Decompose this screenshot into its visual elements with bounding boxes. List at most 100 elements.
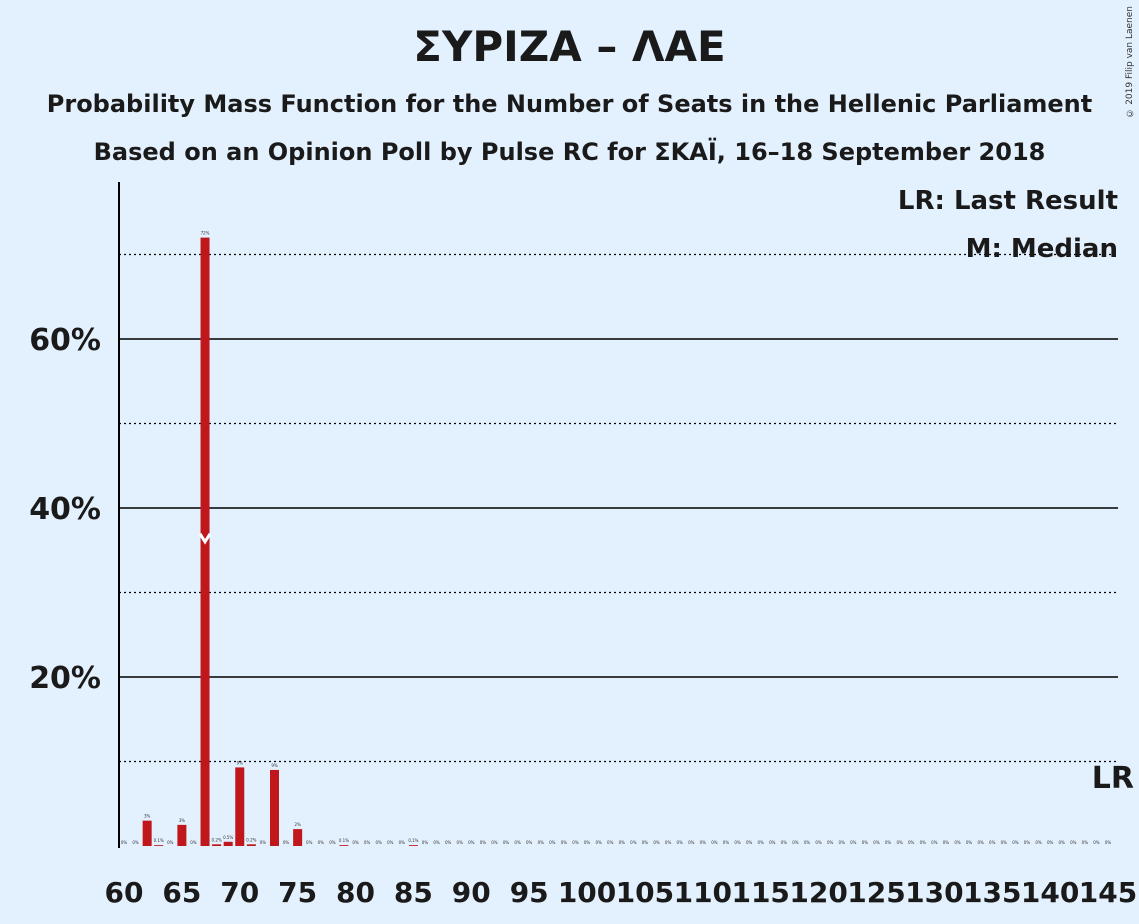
value-label-141: 0% bbox=[1059, 840, 1066, 845]
value-label-112: 0% bbox=[723, 840, 730, 845]
bar-seats-73 bbox=[269, 769, 279, 846]
value-label-101: 0% bbox=[595, 840, 602, 845]
x-tick-label: 115 bbox=[731, 876, 789, 909]
value-label-80: 0% bbox=[352, 840, 359, 845]
value-label-63: 0.1% bbox=[154, 838, 164, 843]
value-label-126: 0% bbox=[885, 840, 892, 845]
value-label-123: 0% bbox=[850, 840, 857, 845]
x-tick-label: 130 bbox=[905, 876, 963, 909]
x-tick-label: 95 bbox=[510, 876, 549, 909]
value-label-139: 0% bbox=[1035, 840, 1042, 845]
value-label-125: 0% bbox=[873, 840, 880, 845]
legend-median: M: Median bbox=[966, 234, 1118, 264]
value-label-115: 0% bbox=[758, 840, 765, 845]
value-label-100: 0% bbox=[584, 840, 591, 845]
y-tick-label: 40% bbox=[29, 492, 101, 527]
value-label-83: 0% bbox=[387, 840, 394, 845]
gridlines bbox=[119, 253, 1118, 763]
chart-subtitle-2: Based on an Opinion Poll by Pulse RC for… bbox=[93, 138, 1046, 166]
value-label-97: 0% bbox=[549, 840, 556, 845]
value-label-103: 0% bbox=[619, 840, 626, 845]
x-tick-label: 100 bbox=[558, 876, 616, 909]
value-label-66: 0% bbox=[190, 840, 197, 845]
value-label-78: 0% bbox=[329, 840, 336, 845]
value-label-67: 72% bbox=[201, 231, 210, 236]
value-label-90: 0% bbox=[468, 840, 475, 845]
value-label-135: 0% bbox=[989, 840, 996, 845]
bar-seats-79 bbox=[339, 845, 349, 846]
value-label-127: 0% bbox=[896, 840, 903, 845]
x-tick-label: 125 bbox=[847, 876, 905, 909]
value-label-64: 0% bbox=[167, 840, 174, 845]
value-label-60: 0% bbox=[121, 840, 128, 845]
value-label-113: 0% bbox=[734, 840, 741, 845]
x-tick-label: 90 bbox=[452, 876, 491, 909]
value-label-104: 0% bbox=[630, 840, 637, 845]
value-label-69: 0.5% bbox=[223, 835, 233, 840]
x-tick-label: 145 bbox=[1079, 876, 1137, 909]
bar-seats-75 bbox=[293, 829, 303, 846]
x-tick-labels: 60 65 70 75 80 85 90 95 100 105 110 115 120 125 130 135… bbox=[105, 876, 1138, 909]
value-label-106: 0% bbox=[653, 840, 660, 845]
x-tick-label: 80 bbox=[336, 876, 375, 909]
y-tick-label: 20% bbox=[29, 661, 101, 696]
value-label-122: 0% bbox=[839, 840, 846, 845]
value-label-137: 0% bbox=[1012, 840, 1019, 845]
value-label-74: 0% bbox=[283, 840, 290, 845]
value-label-118: 0% bbox=[792, 840, 799, 845]
bar-seats-68 bbox=[212, 844, 222, 846]
value-label-62: 3% bbox=[144, 814, 151, 819]
value-label-72: 0% bbox=[260, 840, 267, 845]
value-label-114: 0% bbox=[746, 840, 753, 845]
value-label-93: 0% bbox=[503, 840, 510, 845]
last-result-marker: LR bbox=[1092, 761, 1134, 796]
value-label-107: 0% bbox=[665, 840, 672, 845]
bar-seats-65 bbox=[177, 824, 187, 846]
x-tick-label: 85 bbox=[394, 876, 433, 909]
value-label-89: 0% bbox=[457, 840, 464, 845]
value-label-142: 0% bbox=[1070, 840, 1077, 845]
value-label-81: 0% bbox=[364, 840, 371, 845]
y-tick-label: 60% bbox=[29, 323, 101, 358]
value-label-86: 0% bbox=[422, 840, 429, 845]
value-label-116: 0% bbox=[769, 840, 776, 845]
value-label-96: 0% bbox=[538, 840, 545, 845]
value-label-95: 0% bbox=[526, 840, 533, 845]
value-label-99: 0% bbox=[572, 840, 579, 845]
x-tick-label: 70 bbox=[220, 876, 259, 909]
value-label-73: 9% bbox=[271, 763, 278, 768]
value-label-75: 2% bbox=[294, 822, 301, 827]
value-label-77: 0% bbox=[318, 840, 325, 845]
y-tick-labels: 20% 40% 60% bbox=[29, 323, 101, 696]
bar-seats-85 bbox=[408, 845, 418, 846]
value-label-88: 0% bbox=[445, 840, 452, 845]
bar-seats-62 bbox=[142, 820, 152, 846]
median-marker bbox=[198, 533, 212, 545]
value-label-128: 0% bbox=[908, 840, 915, 845]
value-label-130: 0% bbox=[931, 840, 938, 845]
value-label-87: 0% bbox=[433, 840, 440, 845]
x-tick-label: 60 bbox=[105, 876, 144, 909]
value-label-124: 0% bbox=[862, 840, 869, 845]
value-label-68: 0.2% bbox=[212, 837, 222, 842]
value-label-111: 0% bbox=[711, 840, 718, 845]
value-label-71: 0.2% bbox=[246, 837, 256, 842]
value-label-91: 0% bbox=[480, 840, 487, 845]
value-labels: 0% 0%3%0.1% 0%3%0%72%0.2%0.5%9%0.2%0%9%0%2… bbox=[121, 231, 1112, 845]
legend-last-result: LR: Last Result bbox=[898, 186, 1118, 216]
value-label-82: 0% bbox=[376, 840, 383, 845]
chart-subtitle-1: Probability Mass Function for the Number… bbox=[46, 90, 1093, 118]
value-label-131: 0% bbox=[943, 840, 950, 845]
value-label-120: 0% bbox=[815, 840, 822, 845]
value-label-61: 0% bbox=[132, 840, 139, 845]
value-label-85: 0.1% bbox=[408, 838, 418, 843]
bar-seats-69 bbox=[223, 841, 233, 846]
value-label-121: 0% bbox=[827, 840, 834, 845]
value-label-70: 9% bbox=[237, 760, 244, 765]
x-tick-label: 105 bbox=[616, 876, 674, 909]
value-label-144: 0% bbox=[1093, 840, 1100, 845]
value-label-65: 3% bbox=[179, 818, 186, 823]
value-label-138: 0% bbox=[1024, 840, 1031, 845]
value-label-119: 0% bbox=[804, 840, 811, 845]
